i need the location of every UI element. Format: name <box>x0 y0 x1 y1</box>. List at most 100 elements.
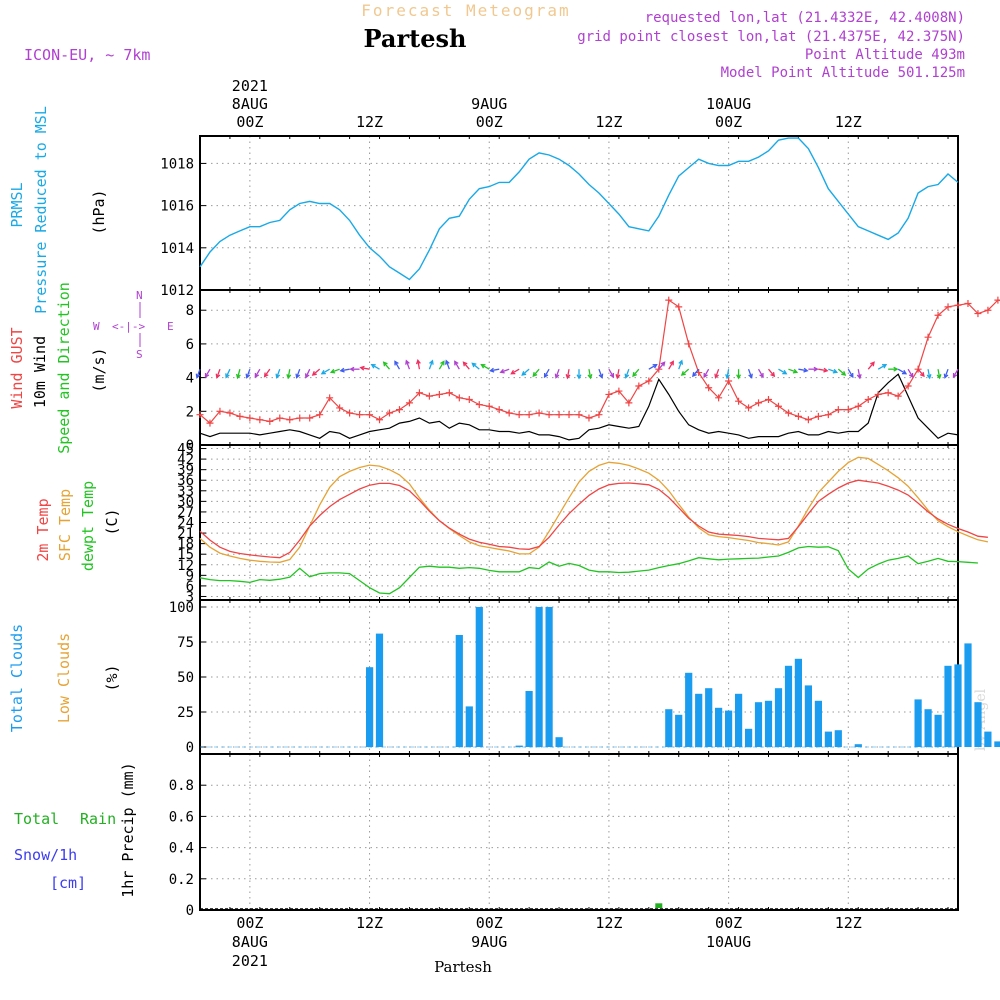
wind-arrow-shaft <box>321 368 330 375</box>
wind-arrow-head <box>813 366 819 372</box>
cloud-bar <box>924 709 932 747</box>
temp-series <box>199 456 989 595</box>
wind-arrow-shaft <box>937 369 941 379</box>
wind-arrow-shaft <box>481 364 490 370</box>
wind-arrow-head <box>748 373 753 379</box>
gust-point <box>296 414 304 422</box>
top-time-label: 10AUG <box>706 95 751 113</box>
gust-point <box>585 414 593 422</box>
wind-arrow <box>608 368 615 379</box>
y-tick-label: 0.4 <box>169 841 194 857</box>
gust-point <box>276 414 284 422</box>
y-tick-label: 75 <box>177 635 194 651</box>
gust-point <box>226 409 234 417</box>
wind-arrow-head <box>225 373 230 379</box>
wind-arrow-head <box>849 372 854 379</box>
wind-arrow-head <box>703 372 708 379</box>
wind-arrow <box>680 368 690 376</box>
gust-point <box>994 296 1000 304</box>
wind-arrow <box>275 368 281 379</box>
wind-arrow <box>543 368 550 379</box>
wind-arrow-head <box>615 374 621 380</box>
gust-point <box>525 411 533 419</box>
gust-point <box>286 416 294 424</box>
gust-point <box>745 404 753 412</box>
wind-arrow-head <box>370 364 376 369</box>
gust-point <box>206 419 214 427</box>
wind-arrow-head <box>382 361 388 367</box>
wind-arrow <box>454 360 460 370</box>
wind-arrow-shaft <box>445 360 450 370</box>
wind-arrow-head <box>936 374 942 380</box>
y-tick-label: 6 <box>186 579 194 595</box>
compass-arrows: <-|-> <box>112 320 145 333</box>
wind-arrow-shaft <box>944 368 949 378</box>
wind-arrow-head <box>692 372 697 378</box>
wind-arrow-head <box>926 374 932 380</box>
wind-arrow <box>725 369 731 380</box>
y-tick-label: 21 <box>177 526 194 542</box>
y-tick-label: 0 <box>186 438 194 454</box>
compass-e: E <box>167 320 174 333</box>
wind-arrow <box>808 366 819 372</box>
wind-arrow-shaft <box>847 368 854 378</box>
wind-arrow-shaft <box>405 360 411 370</box>
top-time-label: 00Z <box>476 113 503 131</box>
wind-arrow-head <box>462 361 468 367</box>
wind-arrow-head <box>543 372 549 379</box>
gust-point <box>196 411 204 419</box>
wind-arrow <box>295 368 301 379</box>
wind-arrow <box>768 368 776 378</box>
cloud-bar <box>515 745 523 747</box>
wind-arrow <box>818 367 829 373</box>
footer-location: Partesh <box>434 958 492 976</box>
gust-point <box>405 399 413 407</box>
dewpt-line <box>199 545 978 595</box>
sfc-temp-label: SFC Temp <box>56 489 74 561</box>
gust-point <box>336 404 344 412</box>
bottom-time-label: 12Z <box>835 914 862 932</box>
wind-arrow <box>798 367 809 373</box>
wind-arrow <box>339 367 350 373</box>
gust-point <box>904 382 912 390</box>
wind-arrow-head <box>415 358 421 365</box>
gust-point <box>505 409 513 417</box>
wind-arrow-shaft <box>225 368 231 378</box>
cloud-bar <box>475 607 483 747</box>
cloud-bar <box>984 731 992 747</box>
wind-arrow <box>329 368 340 374</box>
gust-point <box>914 365 922 373</box>
snow-unit-label: [cm] <box>50 874 86 892</box>
wind-arrow-shaft <box>204 368 211 378</box>
gust-point <box>705 384 713 392</box>
gust-point <box>535 409 543 417</box>
wind-arrow <box>565 369 571 380</box>
wind-arrow <box>263 368 271 378</box>
panel-frame <box>199 135 959 291</box>
wind-arrow <box>867 361 875 370</box>
gust-point <box>894 392 902 400</box>
wind-arrow-head <box>339 367 345 373</box>
gust-point <box>306 414 314 422</box>
gust-point <box>874 390 882 398</box>
wind-arrow-head <box>429 359 434 365</box>
wind-arrow-shaft <box>648 364 657 370</box>
y-tick-label: 25 <box>177 705 194 721</box>
wind-arrow-shaft <box>678 360 683 370</box>
gust-point <box>545 411 553 419</box>
wind-arrow-head <box>554 373 560 379</box>
clouds-unit: (%) <box>103 664 121 691</box>
wind-arrow <box>462 361 470 370</box>
bottom-time-label: 9AUG <box>471 933 507 951</box>
gust-point <box>924 333 932 341</box>
cloud-bar <box>954 664 962 747</box>
y-tick-label: 0 <box>186 740 194 756</box>
cloud-bar <box>665 709 673 747</box>
wind-arrow-head <box>440 360 445 366</box>
gust-point <box>425 392 433 400</box>
wind-arrow-shaft <box>658 361 666 370</box>
wind-arrow-head <box>311 371 317 376</box>
wind-arrow-shaft <box>330 368 340 373</box>
wind-arrow-head <box>908 372 914 379</box>
precip-bar <box>655 903 663 908</box>
